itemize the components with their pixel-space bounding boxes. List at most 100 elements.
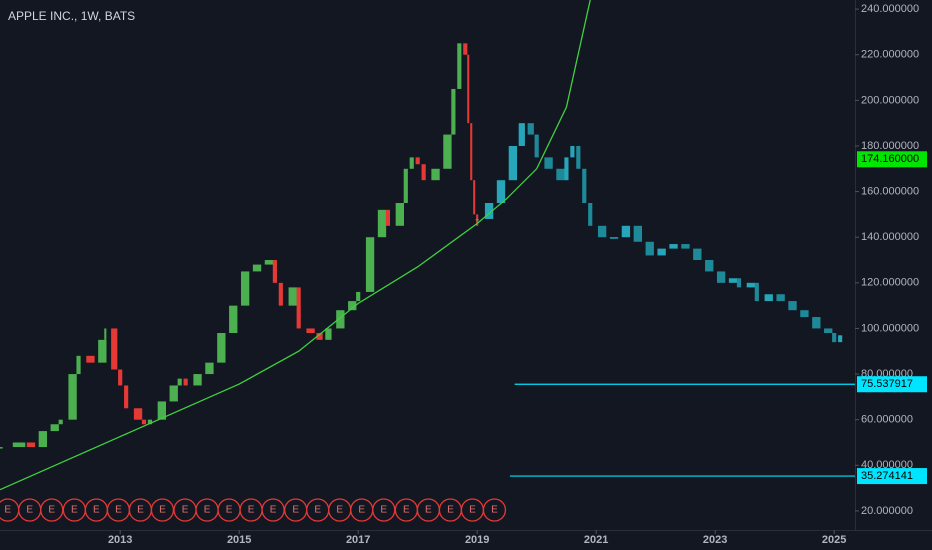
- candle: [633, 225, 642, 242]
- candle: [518, 123, 525, 146]
- earnings-marker: [482, 498, 507, 522]
- earnings-label: E: [314, 505, 321, 516]
- candle: [217, 333, 226, 363]
- earnings-label: E: [93, 505, 100, 516]
- candle: [403, 168, 408, 203]
- x-tick-label: 2021: [584, 534, 608, 546]
- candle: [124, 385, 129, 409]
- candle: [716, 271, 726, 283]
- candle: [278, 282, 283, 306]
- candle: [336, 310, 345, 329]
- x-tick-label: 2025: [822, 534, 846, 546]
- candle: [570, 145, 575, 158]
- candle: [645, 241, 654, 256]
- candle: [76, 355, 81, 375]
- candle: [26, 442, 36, 448]
- candle: [484, 202, 494, 219]
- y-tick-label: 200.000000: [861, 94, 919, 106]
- candle: [582, 168, 587, 203]
- last-price-label: 174.160000: [861, 153, 919, 165]
- candle: [746, 282, 756, 288]
- earnings-label: E: [336, 505, 343, 516]
- level-label: 75.537917: [861, 378, 913, 390]
- candle: [467, 54, 470, 124]
- candle: [475, 218, 479, 221]
- candle: [681, 244, 690, 249]
- candle: [415, 157, 420, 165]
- candle: [564, 157, 569, 181]
- candle: [104, 328, 107, 340]
- earnings-label: E: [137, 505, 144, 516]
- candle: [473, 180, 476, 215]
- candle: [98, 339, 107, 363]
- candle: [272, 260, 277, 283]
- earnings-label: E: [182, 505, 189, 516]
- candle: [240, 271, 250, 306]
- candle: [470, 123, 473, 181]
- candle: [306, 328, 315, 334]
- candle: [12, 442, 26, 448]
- y-tick-label: 60.000000: [861, 414, 913, 426]
- level-label: 35.274141: [861, 470, 913, 482]
- earnings-label: E: [380, 505, 387, 516]
- earnings-label: E: [159, 505, 166, 516]
- candle: [316, 333, 323, 340]
- candle: [576, 145, 581, 169]
- candle: [534, 134, 539, 158]
- candle: [147, 419, 153, 425]
- x-tick-label: 2013: [108, 534, 132, 546]
- candle: [443, 134, 452, 169]
- earnings-label: E: [4, 505, 11, 516]
- earnings-label: E: [115, 505, 122, 516]
- candle: [788, 301, 797, 311]
- y-tick-label: 240.000000: [861, 3, 919, 15]
- earnings-label: E: [403, 505, 410, 516]
- candle: [812, 317, 821, 329]
- candle: [609, 237, 619, 239]
- candle: [133, 408, 143, 420]
- y-tick-label: 140.000000: [861, 231, 919, 243]
- candle: [377, 209, 387, 238]
- earnings-label: E: [270, 505, 277, 516]
- candle: [669, 244, 678, 249]
- x-tick-label: 2023: [703, 534, 727, 546]
- earnings-label: E: [358, 505, 365, 516]
- earnings-label: E: [226, 505, 233, 516]
- earnings-label: E: [48, 505, 55, 516]
- y-tick-label: 120.000000: [861, 277, 919, 289]
- candle: [356, 291, 361, 302]
- candle: [111, 328, 118, 370]
- candle: [832, 333, 837, 343]
- chart-title: APPLE INC., 1W, BATS: [8, 9, 135, 23]
- candle: [457, 43, 462, 89]
- earnings-label: E: [292, 505, 299, 516]
- candle: [169, 385, 178, 402]
- candle: [736, 278, 742, 288]
- y-tick-label: 180.000000: [861, 140, 919, 152]
- candle: [38, 431, 48, 448]
- candle: [296, 287, 301, 329]
- x-tick-label: 2019: [465, 534, 489, 546]
- candle: [325, 328, 332, 340]
- candle: [496, 180, 506, 203]
- earnings-label: E: [425, 505, 432, 516]
- candle: [463, 43, 468, 55]
- candle: [252, 264, 262, 272]
- x-tick-label: 2017: [346, 534, 370, 546]
- y-tick-label: 20.000000: [861, 505, 913, 517]
- candle: [264, 260, 274, 265]
- candle: [527, 123, 534, 135]
- candle: [58, 419, 63, 425]
- earnings-label: E: [447, 505, 454, 516]
- candle: [451, 88, 456, 135]
- candle: [621, 225, 631, 238]
- candle: [431, 168, 440, 181]
- candle: [556, 168, 565, 181]
- candle: [86, 355, 95, 363]
- level-badge: [857, 468, 927, 485]
- candle: [395, 202, 404, 226]
- candle: [50, 424, 59, 432]
- candle: [229, 305, 238, 334]
